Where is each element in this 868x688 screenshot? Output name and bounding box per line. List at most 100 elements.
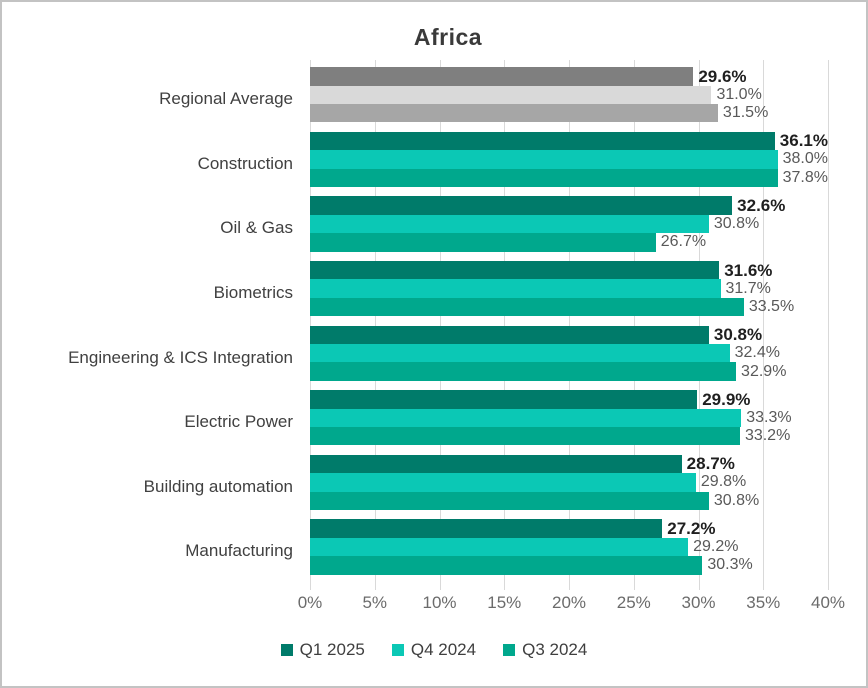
bar-value-label: 31.5%	[722, 104, 769, 122]
bar-value-label: 37.8%	[782, 168, 828, 186]
bar-group: 36.1% 38.0% 37.8%	[310, 131, 828, 187]
category-row: Manufacturing 27.2% 29.2% 30.3%	[2, 519, 866, 584]
gridline	[763, 60, 765, 590]
x-tick-label: 5%	[362, 593, 388, 612]
bar	[310, 260, 720, 280]
gridline	[828, 60, 829, 590]
bar-line: 28.7%	[310, 454, 828, 474]
bar	[310, 537, 689, 557]
bar	[310, 343, 730, 363]
x-tick-label: 15%	[487, 593, 522, 612]
gridline	[504, 60, 506, 590]
bar	[310, 131, 775, 151]
bar-value-label: 33.2%	[744, 427, 791, 445]
gridline	[439, 60, 441, 590]
bar-value-label: 30.8%	[713, 325, 763, 345]
bar-value-label: 29.2%	[693, 537, 739, 555]
legend: Q1 2025 Q4 2024 Q3 2024	[2, 640, 866, 660]
bar-value-label: 38.0%	[782, 150, 828, 168]
bar-line: 36.1%	[310, 131, 828, 151]
bar	[310, 426, 740, 446]
bar-line: 33.3%	[310, 408, 828, 427]
bar-value-label: 31.6%	[724, 260, 773, 280]
category-label: Oil & Gas	[220, 218, 293, 238]
category-label: Manufacturing	[185, 541, 293, 561]
bar-value-label: 29.6%	[698, 66, 747, 86]
category-row: Biometrics 31.6% 31.7% 33.5%	[2, 260, 866, 326]
category-row: Oil & Gas 32.6% 30.8% 26.7%	[2, 196, 866, 261]
x-tick-label: 10%	[422, 593, 457, 612]
category-row: Engineering & ICS Integration 30.8% 32.4% 3…	[2, 325, 866, 390]
bar	[310, 325, 709, 344]
bar-line: 31.7%	[310, 279, 828, 298]
category-label: Biometrics	[213, 283, 293, 303]
bar-value-label: 32.6%	[737, 196, 786, 216]
bar-line: 29.8%	[310, 473, 828, 492]
bar-line: 26.7%	[310, 233, 828, 252]
bar-line: 32.4%	[310, 343, 828, 363]
bar-line: 31.0%	[310, 85, 828, 104]
x-tick-label: 40%	[810, 593, 846, 612]
bar-line: 30.3%	[310, 556, 828, 575]
bar	[310, 454, 682, 474]
category-label: Regional Average	[159, 89, 293, 109]
category-row: Electric Power 29.9% 33.3% 33.2%	[2, 390, 866, 455]
bar-line: 30.8%	[310, 214, 828, 234]
bar-value-label: 28.7%	[686, 454, 735, 474]
bar-line: 30.8%	[310, 491, 828, 510]
bar-group: 29.9% 33.3% 33.2%	[310, 390, 828, 446]
bar-group: 31.6% 31.7% 33.5%	[310, 260, 828, 317]
x-tick-label: 30%	[681, 593, 716, 612]
bar	[310, 85, 712, 104]
bar-value-label: 30.8%	[713, 214, 760, 232]
bar-line: 30.8%	[310, 325, 828, 345]
legend-item: Q1 2025	[280, 640, 365, 660]
bar-group: 32.6% 30.8% 26.7%	[310, 196, 828, 252]
chart-title: Africa	[413, 24, 483, 50]
legend-item: Q4 2024	[391, 640, 476, 660]
bar-line: 31.5%	[310, 103, 828, 123]
bar-value-label: 32.9%	[741, 362, 787, 380]
category-row: Building automation 28.7% 29.8% 30.8%	[2, 454, 866, 520]
bar	[310, 519, 663, 538]
bar	[310, 408, 742, 427]
bar-line: 29.9%	[310, 390, 828, 409]
bar-line: 33.5%	[310, 297, 828, 317]
plot-area: Regional Average 29.6% 31.0% 31.5% Construct…	[2, 60, 866, 590]
bar	[310, 491, 709, 510]
bar-value-label: 36.1%	[779, 131, 828, 151]
bar-value-label: 33.3%	[746, 408, 792, 426]
bar-value-label: 27.2%	[667, 519, 716, 539]
bar	[310, 67, 694, 86]
category-row: Regional Average 29.6% 31.0% 31.5%	[2, 67, 866, 132]
bar	[310, 473, 696, 492]
bar	[310, 297, 744, 317]
legend-swatch	[280, 644, 293, 656]
bar-value-label: 32.4%	[734, 344, 780, 362]
legend-label: Q3 2024	[522, 640, 588, 659]
category-label: Engineering & ICS Integration	[68, 347, 293, 367]
bar-line: 27.2%	[310, 519, 828, 539]
bar	[310, 279, 721, 298]
x-tick-label: 25%	[616, 593, 651, 612]
gridlines	[310, 60, 829, 590]
bar	[310, 103, 718, 123]
chart-rows: Regional Average 29.6% 31.0% 31.5% Construct…	[2, 67, 866, 584]
x-axis: 0% 5% 10% 15% 20% 25% 30% 35% 40%	[298, 593, 845, 619]
bar-line: 37.8%	[310, 168, 828, 187]
bar	[310, 362, 737, 381]
bar-line: 31.6%	[310, 260, 828, 280]
x-tick-label: 0%	[297, 593, 323, 612]
gridline	[374, 60, 376, 590]
bar-line: 33.2%	[310, 426, 828, 446]
legend-swatch	[391, 644, 404, 656]
bar-group: 30.8% 32.4% 32.9%	[310, 325, 828, 381]
category-row: Construction 36.1% 38.0% 37.8%	[2, 131, 866, 197]
category-label: Construction	[197, 153, 293, 173]
bar	[310, 233, 656, 252]
bar-line: 38.0%	[310, 150, 828, 169]
bar	[310, 168, 778, 187]
legend-swatch	[503, 644, 516, 656]
bar-value-label: 26.7%	[660, 233, 707, 251]
category-label: Building automation	[143, 476, 293, 496]
